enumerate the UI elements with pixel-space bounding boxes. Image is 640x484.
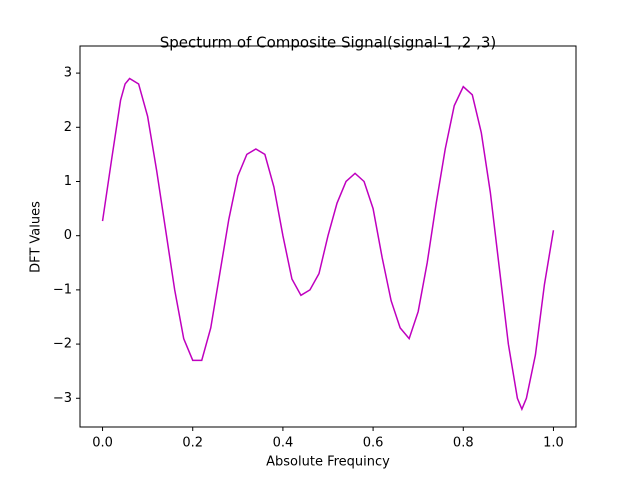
y-tick-label: −3 bbox=[53, 391, 72, 406]
y-tick-label: 1 bbox=[64, 174, 72, 189]
x-tick-label: 0.2 bbox=[182, 436, 203, 451]
y-tick-label: −2 bbox=[53, 337, 72, 352]
plot-frame bbox=[79, 45, 577, 428]
chart-title: Specturm of Composite Signal(signal-1 ,2… bbox=[160, 34, 497, 52]
x-tick-label: 0.4 bbox=[273, 436, 294, 451]
y-tick-label: 0 bbox=[64, 228, 72, 243]
data-line bbox=[101, 77, 555, 412]
x-tick-label: 0.6 bbox=[363, 436, 384, 451]
y-axis-label: DFT Values bbox=[29, 201, 44, 273]
y-tick-label: 3 bbox=[64, 66, 72, 81]
x-tick-label: 1.0 bbox=[543, 436, 564, 451]
x-tick-label: 0.0 bbox=[92, 436, 113, 451]
y-tick-label: −1 bbox=[53, 282, 72, 297]
x-tick-label: 0.8 bbox=[453, 436, 474, 451]
y-tick-label: 2 bbox=[64, 120, 72, 135]
x-axis-label: Absolute Frequincy bbox=[266, 455, 390, 470]
